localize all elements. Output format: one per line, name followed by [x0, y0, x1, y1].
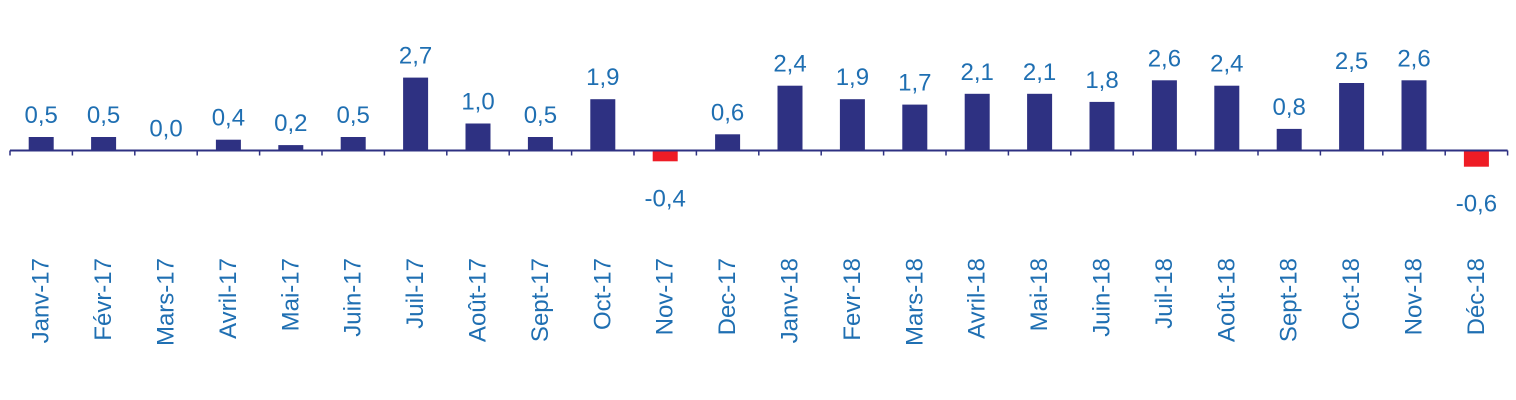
data-label: -0,6 — [1456, 191, 1497, 218]
x-tick-label: Nov-17 — [652, 258, 679, 335]
x-tick-label: Août-18 — [1213, 258, 1240, 342]
bar-janv-18 — [777, 85, 803, 151]
bar-nov-18 — [1401, 80, 1427, 151]
bar-mai-18 — [1027, 93, 1053, 151]
bar-juin-17 — [340, 137, 366, 151]
bar-janv-17 — [28, 137, 54, 151]
data-label: 0,6 — [711, 99, 744, 126]
data-label: 2,4 — [1210, 51, 1243, 78]
data-label: 0,5 — [524, 102, 557, 129]
x-tick-label: Mars-17 — [153, 258, 180, 346]
x-tick-label: Mars-18 — [901, 258, 928, 346]
bar-nov-17 — [652, 150, 678, 162]
x-tick-label: Août-17 — [465, 258, 492, 342]
data-label: 0,8 — [1273, 94, 1306, 121]
x-tick-label: Janv-17 — [28, 258, 55, 343]
data-label: 1,7 — [898, 70, 931, 97]
x-tick-label: Janv-18 — [777, 258, 804, 343]
x-tick-label: Déc-18 — [1463, 258, 1490, 335]
x-tick-label: Mai-18 — [1026, 258, 1053, 331]
x-tick-label: Sept-17 — [527, 258, 554, 342]
data-label: -0,4 — [645, 185, 686, 212]
data-label: 2,6 — [1148, 45, 1181, 72]
bar-juil-18 — [1151, 80, 1177, 151]
x-tick-label: Avril-17 — [215, 258, 242, 339]
data-label: 0,2 — [274, 110, 307, 137]
data-label: 0,5 — [337, 102, 370, 129]
x-tick-label: Juil-18 — [1151, 258, 1178, 329]
x-tick-label: Juin-17 — [340, 258, 367, 337]
x-tick-label: Sept-18 — [1276, 258, 1303, 342]
x-tick-label: Avril-18 — [964, 258, 991, 339]
x-tick-label: Juil-17 — [402, 258, 429, 329]
x-tick-label: Févr-17 — [90, 258, 117, 341]
bar-oct-18 — [1339, 83, 1365, 151]
bar-dec-17 — [715, 134, 741, 151]
x-tick-label: Oct-17 — [589, 258, 616, 330]
data-label: 0,5 — [25, 102, 58, 129]
data-label: 0,5 — [87, 102, 120, 129]
bar-sept-18 — [1276, 128, 1302, 151]
data-label: 1,9 — [836, 64, 869, 91]
x-axis-ticks — [9, 150, 1509, 156]
data-label: 1,0 — [461, 89, 494, 116]
bar-oct-17 — [590, 99, 616, 151]
data-label: 1,9 — [586, 64, 619, 91]
bar-juil-17 — [403, 77, 429, 151]
x-tick-label: Dec-17 — [714, 258, 741, 335]
bar-avril-17 — [215, 139, 241, 151]
data-label: 2,7 — [399, 43, 432, 70]
data-label: 2,1 — [961, 59, 994, 86]
data-label: 0,0 — [149, 116, 182, 143]
x-tick-label: Mai-17 — [277, 258, 304, 331]
bar-sept-17 — [527, 137, 553, 151]
bar-déc-18 — [1463, 150, 1489, 167]
data-label: 2,4 — [773, 51, 806, 78]
x-tick-label: Fevr-18 — [839, 258, 866, 341]
bar-févr-17 — [91, 137, 117, 151]
x-tick-label: Nov-18 — [1401, 258, 1428, 335]
bar-fevr-18 — [839, 99, 865, 151]
value-labels-group: 0,5 0,5 0,0 0,4 0,2 0,5 2,7 1,0 0,5 1,9 -0,4 0,6 2,4… — [25, 43, 1498, 218]
x-tick-label: Juin-18 — [1089, 258, 1116, 337]
data-label: 2,6 — [1397, 45, 1430, 72]
bar-août-17 — [465, 123, 491, 151]
data-label: 2,1 — [1023, 59, 1056, 86]
data-label: 2,5 — [1335, 48, 1368, 75]
bar-juin-18 — [1089, 101, 1115, 151]
bar-août-18 — [1214, 85, 1240, 151]
x-tick-label: Oct-18 — [1338, 258, 1365, 330]
category-labels-group: Janv-17 Févr-17 Mars-17 Avril-17 Mai-17 Juin-… — [28, 258, 1490, 346]
data-label: 1,8 — [1085, 67, 1118, 94]
bar-mars-18 — [902, 104, 928, 151]
bar-mai-17 — [278, 145, 304, 151]
bar-avril-18 — [964, 93, 990, 151]
data-label: 0,4 — [212, 105, 245, 132]
bars-group — [28, 77, 1489, 167]
